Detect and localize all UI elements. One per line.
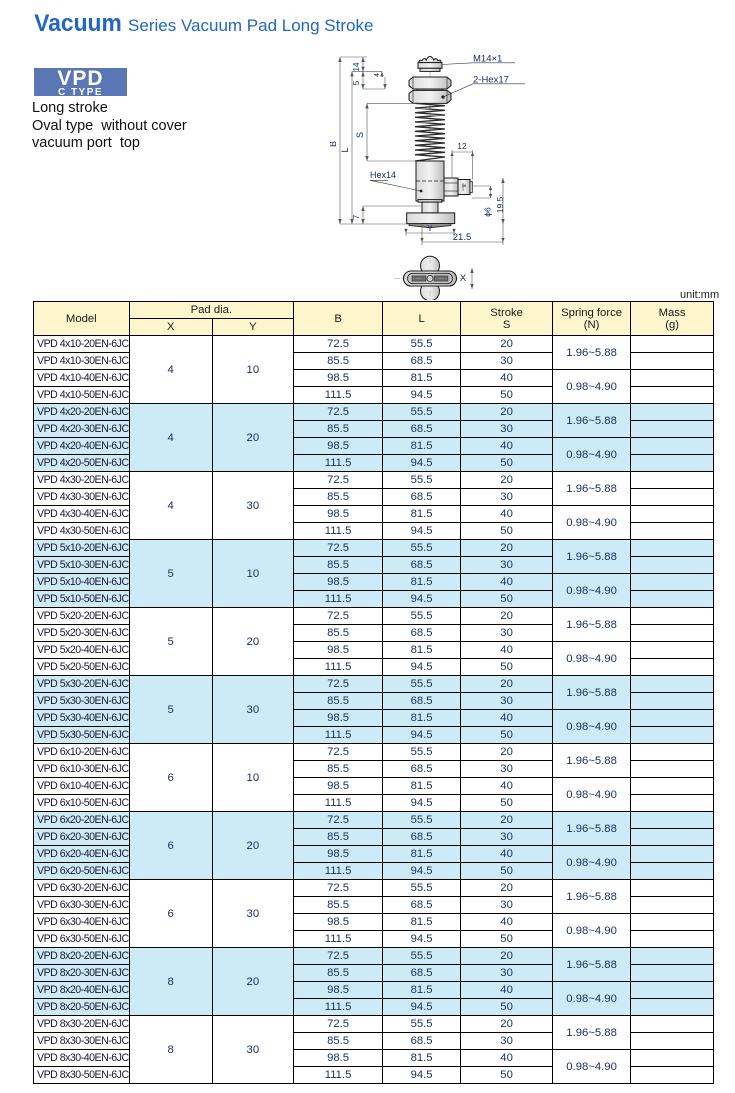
svg-text:14: 14 <box>352 62 361 71</box>
svg-text:7: 7 <box>352 214 361 219</box>
svg-text:5: 5 <box>352 80 361 85</box>
svg-text:Hex14: Hex14 <box>370 170 396 180</box>
svg-text:4: 4 <box>374 73 381 77</box>
svg-text:ϕ6: ϕ6 <box>483 207 493 217</box>
svg-text:12: 12 <box>457 141 467 151</box>
svg-text:X: X <box>460 273 467 284</box>
svg-text:L: L <box>340 147 350 152</box>
svg-text:S: S <box>355 132 365 138</box>
svg-text:B: B <box>330 141 338 147</box>
svg-text:21.5: 21.5 <box>453 232 472 243</box>
svg-text:19.5: 19.5 <box>495 196 505 213</box>
svg-text:Y: Y <box>427 223 433 233</box>
